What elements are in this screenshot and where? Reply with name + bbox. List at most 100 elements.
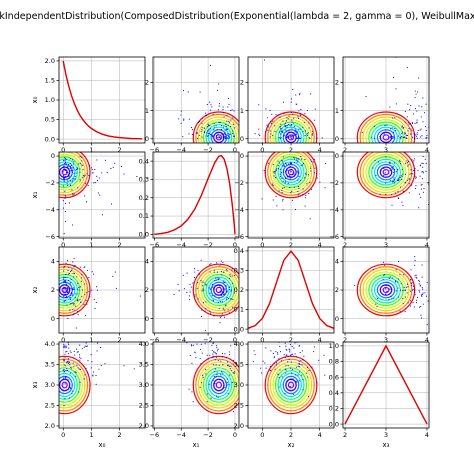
sample-point [282, 333, 283, 334]
sample-point [232, 411, 234, 413]
sample-point [402, 127, 404, 129]
sample-point [406, 292, 408, 294]
sample-point [306, 334, 307, 335]
plot-area [356, 57, 454, 143]
sample-point [365, 96, 367, 98]
sample-point [287, 136, 289, 138]
sample-point [199, 91, 201, 93]
sample-point [84, 294, 86, 296]
sample-point [66, 166, 68, 168]
sample-point [456, 301, 457, 302]
sample-point [311, 366, 313, 368]
sample-point [67, 269, 69, 271]
sample-point [215, 364, 217, 366]
y-tick-label: 0 [145, 315, 149, 323]
x-tick-label: 2 [343, 146, 347, 154]
sample-point [418, 77, 420, 79]
y-tick-label: 4.0 [234, 340, 244, 348]
sample-point [218, 83, 220, 85]
sample-point [63, 369, 65, 371]
sample-point [82, 177, 84, 179]
sample-point [231, 269, 233, 271]
sample-point [98, 368, 100, 370]
sample-point [307, 132, 309, 134]
sample-point [201, 328, 202, 329]
subplot-1-3: 2 3 4−6−4−20 [329, 151, 430, 249]
sample-point [224, 316, 226, 318]
contour-line [192, 355, 239, 415]
sample-point [279, 345, 281, 347]
sample-point [64, 168, 66, 170]
subplot-0-0: 0 1 20.00.51.01.52.0x₀ [31, 56, 146, 154]
sample-point [72, 194, 74, 196]
sample-point [273, 175, 275, 177]
sample-point [453, 135, 454, 136]
sample-point [389, 136, 391, 138]
sample-point [384, 172, 386, 174]
sample-point [309, 137, 311, 139]
sample-point [65, 162, 67, 164]
sample-point [291, 162, 293, 164]
sample-point [298, 360, 300, 362]
sample-point [285, 372, 287, 374]
sample-point [120, 166, 122, 168]
sample-point [75, 172, 77, 174]
x-tick-label: 2 [343, 241, 347, 249]
sample-point [278, 376, 280, 378]
sample-point [277, 352, 279, 354]
sample-point [68, 335, 69, 336]
contour-line [282, 129, 300, 143]
sample-point [67, 173, 69, 175]
sample-point [390, 128, 392, 130]
sample-point [300, 155, 302, 157]
sample-point [294, 342, 296, 344]
sample-point [282, 187, 284, 189]
sample-point [74, 178, 76, 180]
sample-point [71, 159, 73, 161]
contour-line [379, 131, 393, 143]
sample-point [70, 293, 72, 295]
sample-point [221, 352, 223, 354]
sample-point [197, 298, 199, 300]
sample-point [199, 273, 201, 275]
contour-line [267, 152, 315, 196]
sample-point [70, 328, 71, 329]
sample-point [285, 171, 287, 173]
sample-point [67, 379, 69, 381]
sample-point [425, 162, 427, 164]
sample-point [70, 175, 72, 177]
sample-point [308, 137, 310, 139]
sample-point [73, 273, 75, 275]
sample-point [69, 166, 71, 168]
sample-point [307, 174, 309, 176]
y-tick-label: 0.4 [234, 247, 244, 255]
sample-point [232, 268, 234, 270]
sample-point [420, 184, 422, 186]
sample-point [73, 161, 75, 163]
sample-point [289, 125, 291, 127]
sample-point [203, 289, 205, 291]
sample-point [229, 133, 231, 135]
sample-point [219, 122, 221, 124]
sample-point [379, 193, 381, 195]
sample-point [420, 314, 422, 316]
sample-point [223, 324, 224, 325]
sample-point [71, 270, 73, 272]
sample-point [272, 171, 274, 173]
contour-line [382, 286, 390, 294]
sample-point [70, 287, 72, 289]
contour-line [213, 131, 225, 143]
sample-point [302, 379, 304, 381]
sample-point [220, 138, 222, 140]
sample-point [65, 280, 67, 282]
sample-point [204, 112, 206, 114]
x-axis-label: x₁ [193, 441, 200, 449]
sample-point [402, 302, 404, 304]
sample-point [428, 204, 429, 206]
sample-point [375, 174, 377, 176]
sample-point [293, 162, 295, 164]
sample-point [72, 289, 74, 291]
sample-point [234, 127, 236, 129]
sample-point [84, 174, 86, 176]
sample-point [97, 192, 99, 194]
